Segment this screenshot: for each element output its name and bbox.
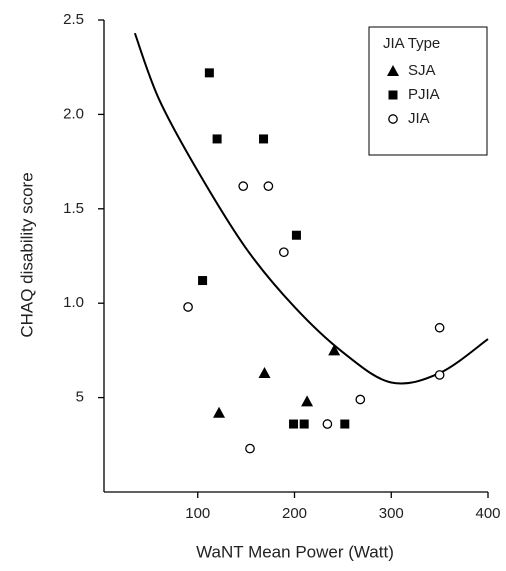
point <box>434 322 445 333</box>
legend-label: PJIA <box>408 86 440 103</box>
x-axis-label: WaNT Mean Power (Watt) <box>196 542 394 561</box>
fit-curve <box>133 32 489 385</box>
legend-marker <box>388 114 398 124</box>
point <box>212 134 222 144</box>
x-tick-label: 100 <box>185 505 210 522</box>
point <box>291 230 301 240</box>
legend-marker <box>388 90 398 100</box>
point <box>213 406 226 418</box>
y-tick-label: 2.0 <box>63 105 84 122</box>
point <box>299 419 309 429</box>
point <box>434 370 445 380</box>
y-tick-label: 1.0 <box>63 294 84 311</box>
point <box>245 443 255 454</box>
point <box>238 181 249 191</box>
point <box>183 302 193 312</box>
x-tick-label: 200 <box>282 505 307 522</box>
legend-label: SJA <box>408 62 436 79</box>
legend-label: JIA <box>408 110 430 127</box>
point <box>279 247 289 258</box>
point <box>289 419 299 429</box>
x-tick-label: 300 <box>379 505 404 522</box>
point <box>258 367 271 379</box>
x-tick-label: 400 <box>475 505 500 522</box>
y-tick-label: 2.5 <box>63 11 84 28</box>
legend-title: JIA Type <box>383 35 440 52</box>
y-axis-label: CHAQ disability score <box>17 172 36 337</box>
point <box>198 276 208 286</box>
point <box>322 419 333 429</box>
point <box>263 181 274 191</box>
point <box>340 419 350 429</box>
legend-marker <box>387 65 399 76</box>
point <box>259 134 269 144</box>
point <box>328 344 341 356</box>
point <box>301 395 314 407</box>
y-tick-label: 5 <box>76 389 84 406</box>
point <box>355 394 366 405</box>
y-tick-label: 1.5 <box>63 200 84 217</box>
point <box>204 68 214 78</box>
